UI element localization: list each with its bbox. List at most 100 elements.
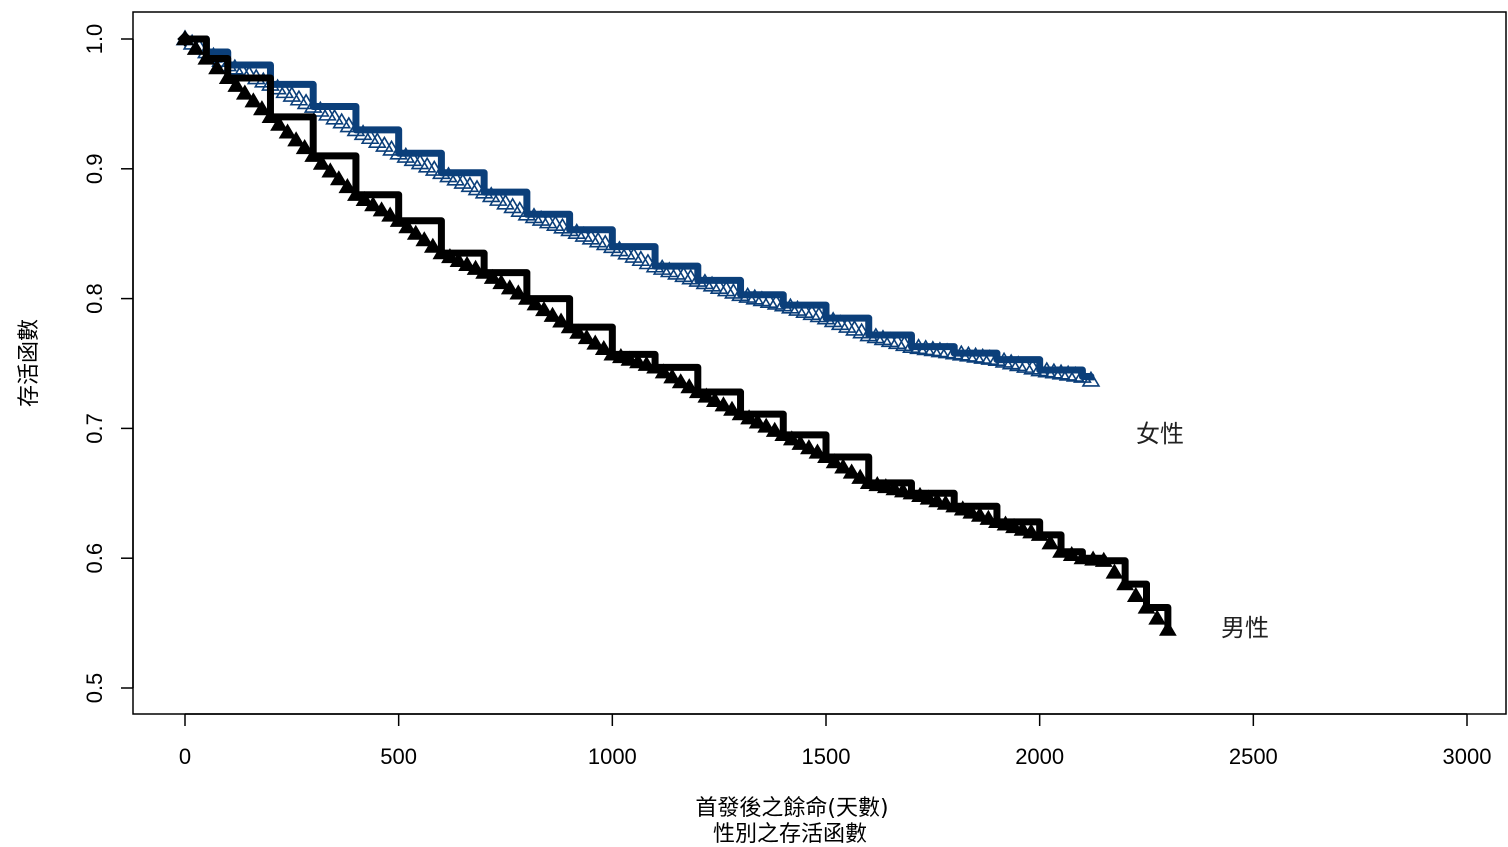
data-point-marker — [403, 150, 423, 167]
data-point-marker — [706, 391, 724, 407]
data-point-marker — [177, 31, 193, 47]
data-point-marker — [560, 318, 579, 334]
data-point-marker — [1105, 563, 1124, 579]
data-point-marker — [415, 231, 434, 247]
data-point-marker — [208, 59, 226, 75]
data-point-marker — [791, 434, 810, 450]
data-point-marker — [424, 159, 444, 176]
data-point-marker — [496, 193, 515, 210]
data-point-marker — [488, 189, 508, 206]
data-point-marker — [800, 439, 818, 455]
data-point-marker — [1041, 534, 1060, 550]
data-point-marker — [842, 463, 861, 479]
data-point-marker — [602, 237, 622, 254]
data-point-marker — [663, 368, 682, 384]
data-point-marker — [1084, 550, 1102, 566]
data-point-marker — [398, 218, 417, 234]
data-point-marker — [782, 430, 801, 446]
data-point-marker — [270, 115, 288, 131]
data-point-marker — [1052, 542, 1070, 558]
data-point-marker — [594, 339, 613, 356]
data-point-marker — [817, 447, 835, 464]
y-axis-title: 存活函數 — [17, 319, 42, 407]
data-point-marker — [441, 248, 459, 264]
x-axis: 0 500 1000 1500 2000 2500 3000 — [179, 713, 1491, 769]
y-tick-label: 1.0 — [82, 24, 107, 55]
data-point-marker — [1126, 586, 1145, 602]
data-point-marker — [543, 306, 562, 322]
data-point-marker — [460, 176, 480, 193]
series-1 — [176, 30, 1177, 636]
chart-subtitle: 性別之存活函數 — [713, 822, 867, 847]
data-point-marker — [303, 96, 323, 113]
data-point-marker — [310, 100, 330, 117]
data-point-marker — [453, 172, 473, 189]
data-point-marker — [318, 104, 337, 121]
data-point-marker — [406, 224, 425, 240]
data-point-marker — [808, 443, 827, 459]
data-point-marker — [360, 128, 380, 145]
data-point-marker — [261, 107, 280, 123]
data-point-marker — [1137, 598, 1156, 614]
data-point-marker — [586, 334, 605, 350]
data-point-marker — [617, 243, 636, 260]
data-point-marker — [610, 240, 629, 257]
data-point-marker — [346, 120, 366, 137]
y-tick-label: 0.9 — [82, 154, 107, 185]
data-point-marker — [481, 186, 501, 203]
data-point-marker — [410, 153, 430, 170]
data-point-marker — [624, 246, 644, 263]
data-point-marker — [423, 237, 442, 253]
data-point-marker — [1062, 545, 1081, 562]
data-point-marker — [355, 190, 374, 207]
data-point-marker — [329, 170, 348, 186]
data-point-marker — [1073, 366, 1092, 383]
data-point-marker — [381, 206, 399, 222]
data-point-marker — [1073, 549, 1092, 565]
data-point-marker — [646, 358, 664, 374]
series-label-male: 男性 — [1221, 614, 1269, 642]
data-point-marker — [446, 169, 466, 186]
series-layer — [175, 29, 1177, 636]
y-tick-label: 0.8 — [82, 283, 107, 314]
x-tick-label: 1500 — [802, 744, 851, 769]
data-point-marker — [364, 196, 382, 212]
x-tick-label: 1000 — [588, 744, 637, 769]
data-point-marker — [458, 255, 476, 271]
data-point-marker — [218, 68, 237, 85]
x-tick-label: 500 — [380, 744, 417, 769]
series-line — [185, 35, 1095, 381]
data-point-marker — [466, 259, 485, 275]
data-point-marker — [851, 468, 870, 484]
data-point-marker — [367, 131, 387, 148]
data-point-marker — [339, 116, 359, 133]
data-point-marker — [467, 179, 487, 196]
y-tick-label: 0.5 — [82, 673, 107, 704]
data-point-marker — [227, 76, 246, 92]
data-point-marker — [275, 82, 295, 99]
data-point-marker — [1094, 551, 1113, 567]
data-point-marker — [432, 244, 451, 260]
data-point-marker — [1030, 525, 1049, 541]
data-point-marker — [526, 295, 545, 311]
data-point-marker — [500, 279, 519, 295]
y-tick-label: 0.6 — [82, 543, 107, 574]
data-point-marker — [304, 146, 323, 162]
data-point-marker — [688, 383, 707, 399]
data-point-marker — [517, 289, 536, 305]
data-point-marker — [765, 421, 784, 437]
data-point-marker — [1116, 575, 1135, 591]
data-point-marker — [638, 253, 658, 270]
data-point-marker — [569, 323, 588, 339]
data-point-marker — [312, 154, 331, 170]
data-point-marker — [474, 182, 494, 199]
data-point-marker — [382, 139, 401, 156]
y-tick-label: 0.7 — [82, 413, 107, 444]
data-point-marker — [577, 329, 596, 345]
data-point-marker — [296, 93, 316, 110]
data-point-marker — [295, 139, 314, 155]
x-tick-label: 2500 — [1229, 744, 1278, 769]
data-point-marker — [714, 396, 733, 412]
data-point-marker — [740, 409, 758, 425]
